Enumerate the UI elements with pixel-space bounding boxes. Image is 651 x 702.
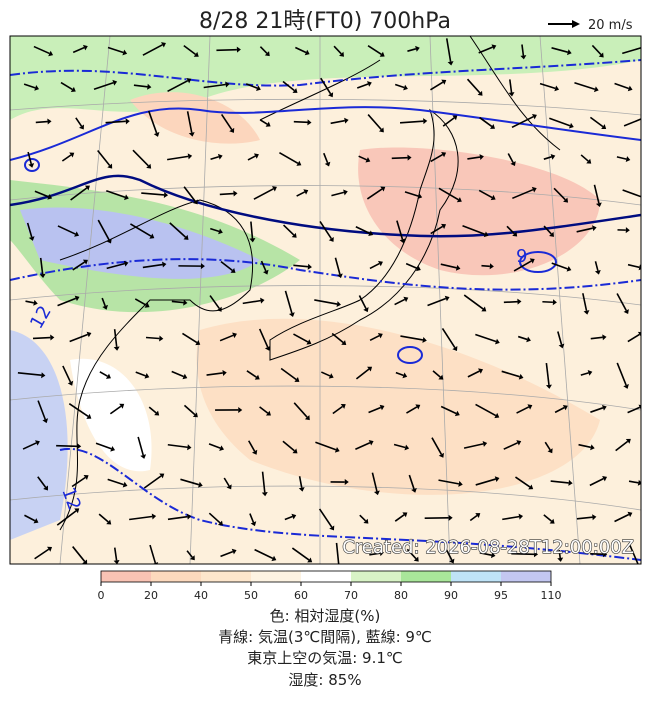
- wind-arrow: [392, 158, 408, 159]
- wind-arrow: [216, 50, 236, 51]
- colorbar-tick-label: 40: [194, 589, 208, 602]
- colorbar-segment: [501, 571, 551, 582]
- wind-arrow: [220, 194, 234, 195]
- caption: 青線: 気温(3℃間隔), 藍線: 9℃: [218, 628, 432, 646]
- colorbar-segment: [351, 571, 401, 582]
- caption: 色: 相対湿度(%): [270, 607, 381, 625]
- colorbar-segment: [301, 571, 351, 582]
- map: 12 9 12 Created: 2026-08-28T12:00:00Z: [10, 36, 649, 569]
- wind-arrow: [294, 122, 308, 123]
- colorbar-segment: [151, 571, 201, 582]
- colorbar-segment: [251, 571, 301, 582]
- wind-arrow: [56, 446, 77, 447]
- wind-arrow: [36, 122, 48, 123]
- wind-arrow-head: [336, 565, 342, 569]
- wind-arrow-head: [644, 44, 649, 50]
- title: 8/28 21時(FT0) 700hPa: [199, 9, 451, 34]
- wind-arrow: [481, 266, 489, 267]
- wind-arrow-head: [644, 195, 649, 201]
- colorbar-segment: [451, 571, 501, 582]
- caption: 湿度: 85%: [288, 671, 361, 689]
- colorbar-tick-label: 80: [394, 589, 408, 602]
- wind-arrow-head: [642, 115, 647, 121]
- wind-arrow: [146, 338, 159, 339]
- wind-arrow: [504, 302, 518, 303]
- wind-scale-label: 20 m/s: [588, 18, 633, 33]
- colorbar-tick-label: 20: [144, 589, 158, 602]
- colorbar-tick-label: 0: [98, 589, 105, 602]
- caption: 東京上空の気温: 9.1℃: [247, 649, 403, 667]
- colorbar: 0 20 40 50 60 70 80 90 95 110: [98, 571, 562, 602]
- colorbar-tick-label: 110: [541, 589, 562, 602]
- contour-label: 9: [516, 246, 527, 267]
- colorbar-tick-label: 90: [444, 589, 458, 602]
- colorbar-segment: [401, 571, 451, 582]
- wind-arrow: [33, 338, 50, 339]
- colorbar-segment: [201, 571, 251, 582]
- wind-scale-head: [572, 20, 580, 28]
- colorbar-tick-label: 95: [494, 589, 508, 602]
- colorbar-tick-label: 70: [344, 589, 358, 602]
- colorbar-segment: [101, 571, 151, 582]
- colorbar-tick-label: 60: [294, 589, 308, 602]
- colorbar-tick-label: 50: [244, 589, 258, 602]
- created-stamp: Created: 2026-08-28T12:00:00Z: [342, 537, 634, 558]
